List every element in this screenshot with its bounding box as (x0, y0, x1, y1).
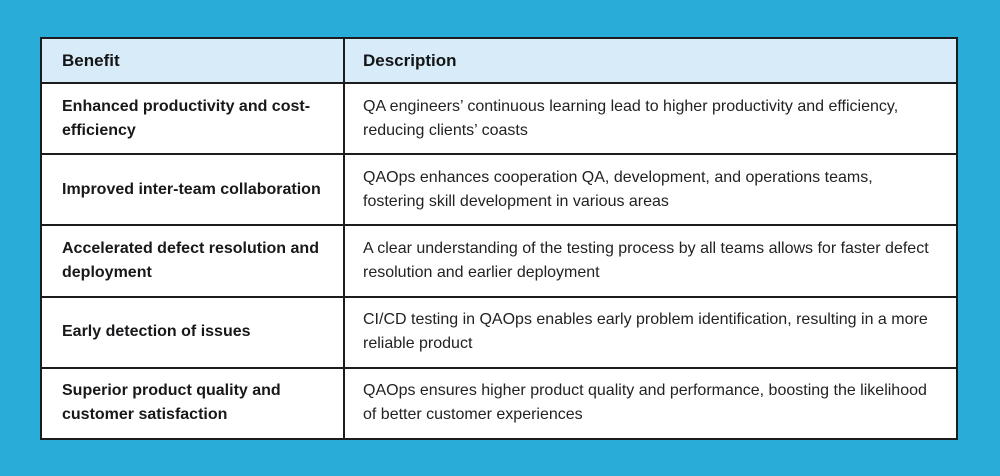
table-row: Superior product quality and customer sa… (42, 368, 956, 439)
benefits-table: Benefit Description Enhanced productivit… (40, 37, 958, 440)
table-row: Early detection of issues CI/CD testing … (42, 297, 956, 369)
benefit-cell: Improved inter-team collaboration (42, 155, 345, 225)
table-row: Accelerated defect resolution and deploy… (42, 226, 956, 298)
description-cell: QAOps ensures higher product quality and… (363, 382, 927, 424)
benefit-cell: Superior product quality and customer sa… (42, 368, 345, 439)
description-cell: QA engineers’ continuous learning lead t… (363, 97, 899, 139)
table-row: Improved inter-team collaboration QAOps … (42, 155, 956, 227)
benefit-cell: Enhanced productivity and cost-efficienc… (42, 84, 345, 154)
table-header-row: Benefit Description (42, 39, 956, 84)
description-cell: A clear understanding of the testing pro… (363, 240, 929, 281)
benefit-cell: Early detection of issues (42, 297, 345, 367)
description-cell: QAOps enhances cooperation QA, developme… (363, 168, 873, 210)
benefit-cell: Accelerated defect resolution and deploy… (42, 226, 345, 296)
table-row: Enhanced productivity and cost-efficienc… (42, 84, 956, 156)
header-cell-description: Description (363, 50, 457, 70)
header-cell-benefit: Benefit (42, 39, 345, 82)
description-cell: CI/CD testing in QAOps enables early pro… (363, 311, 928, 353)
